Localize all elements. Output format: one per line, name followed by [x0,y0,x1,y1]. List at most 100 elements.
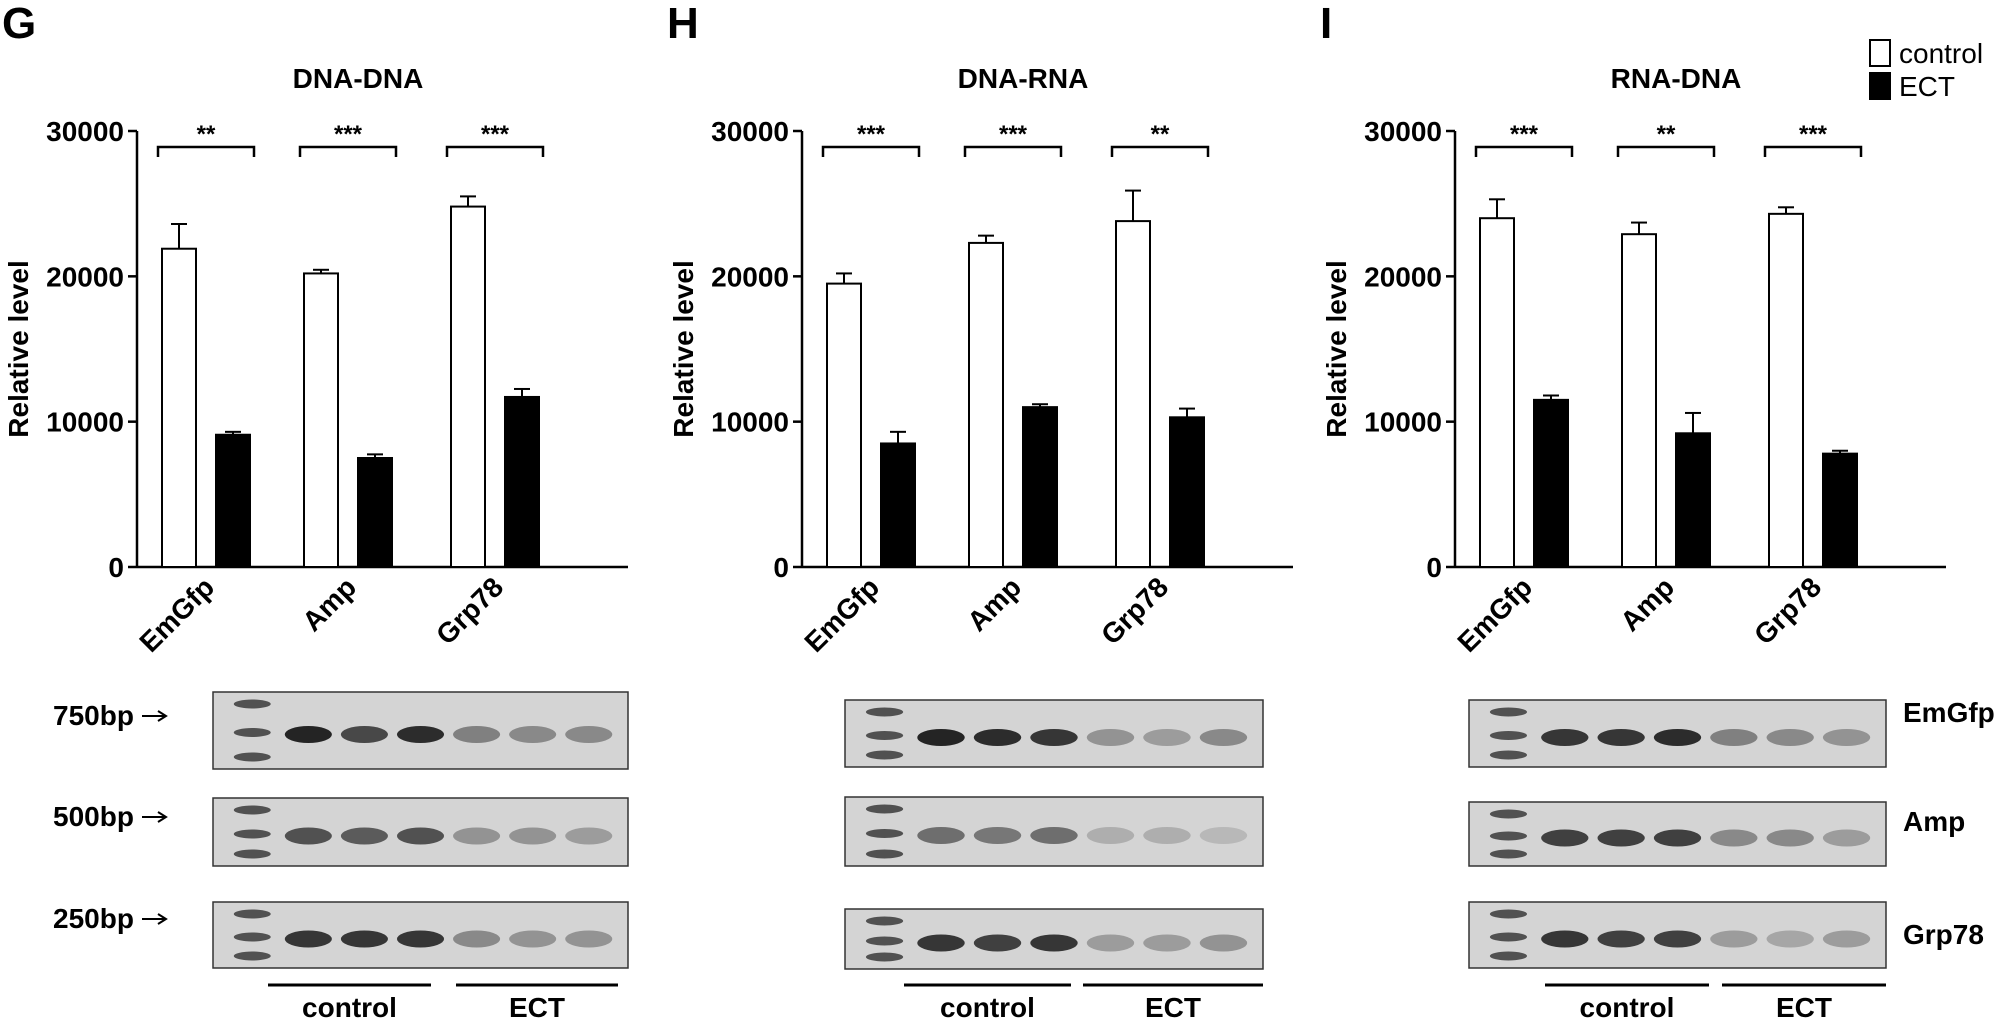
ladder-band [233,728,271,737]
gel-band [973,934,1022,952]
chart-panel-h: H DNA-RNA 0 10000 20000 30000 Relative level **… [667,0,1293,658]
significance-bracket [1763,145,1863,157]
chart-title: DNA-DNA [293,63,424,94]
gel-band [1766,930,1814,948]
ladder-band [233,849,271,859]
y-tick-label: 10000 [46,407,124,438]
gel-band [340,930,388,948]
bar-ect [880,442,916,569]
gel-image [1468,801,1887,867]
ladder-band [865,707,904,717]
bar-ect [215,433,251,568]
gel-band [509,930,557,948]
gel-band [1086,729,1135,746]
y-tick-label: 30000 [46,116,124,147]
gel-band [396,930,445,948]
ladder-band [1489,951,1528,961]
ladder-band [865,936,904,946]
significance-bracket [445,145,545,157]
y-tick-label: 0 [108,552,124,583]
y-tick-label: 20000 [1364,261,1442,292]
gel-band [973,729,1022,746]
gel-band [396,827,445,845]
x-tick-label: EmGfp [1451,571,1538,658]
gel-band [1199,827,1248,844]
chart-title: RNA-DNA [1611,63,1742,94]
gel-band [453,827,501,845]
gel-band [917,827,965,844]
gel-band [1541,829,1589,847]
gel-band [917,934,965,952]
gel-band [973,827,1022,844]
gel-group-labels: control ECT [268,983,618,1023]
bar-control [161,247,197,568]
x-tick-label: Amp [296,571,362,637]
bar-control [1479,217,1515,568]
significance-label: *** [1799,121,1828,148]
significance-bracket [963,145,1063,157]
significance-label: *** [999,121,1028,148]
gel-band [1597,829,1645,847]
significance-label: ** [1657,121,1676,148]
significance-bracket [298,145,398,157]
ladder-band [233,699,271,709]
significance-label: *** [1510,121,1539,148]
gel-band [396,726,445,743]
gel-band [1030,934,1078,952]
bar-control [826,282,862,568]
group-label-control: control [940,992,1035,1023]
group-label-ect: ECT [1776,992,1832,1023]
gel-band [1541,729,1589,746]
ladder-band [233,951,271,961]
y-tick-label: 20000 [711,261,789,292]
ladder-band [233,909,271,919]
gel-band [1143,934,1191,952]
legend-swatch-control [1869,39,1891,67]
significance-bracket [1110,145,1210,157]
gel-band [284,827,332,845]
panel-letter: H [667,0,699,48]
gel-band [1822,930,1871,948]
y-tick-label: 0 [1426,552,1442,583]
significance-label: *** [334,121,363,148]
significance-bracket [1616,145,1716,157]
gel-band [1766,829,1814,847]
ladder-band [1489,909,1528,919]
chart-panel-i: I RNA-DNA 0 10000 20000 30000 Relative level **… [1320,0,1946,658]
ladder-band [233,932,271,942]
gel-band [1822,729,1871,746]
ladder-band [865,731,904,740]
bar-control [303,272,339,568]
gel-band [1653,930,1702,948]
panel-letter: G [2,0,36,48]
significance-bracket [1474,145,1574,157]
ladder-band [1489,731,1528,740]
bar-control [968,241,1004,568]
ladder-band [865,829,904,838]
x-tick-label: Grp78 [1748,571,1827,650]
gel-band [340,726,388,743]
bar-ect [504,395,540,568]
x-tick-label: Grp78 [430,571,509,650]
gel-band [1822,829,1871,847]
ladder-band [1489,707,1528,717]
marker-arrowhead [157,913,168,925]
gel-band [1597,930,1645,948]
gel-band [1143,827,1191,844]
ladder-band [865,952,904,962]
gel-band [509,827,557,845]
bar-ect [357,457,393,568]
gel-band [1766,729,1814,746]
ladder-band [865,916,904,926]
significance-bracket [821,145,921,157]
y-tick-label: 30000 [1364,116,1442,147]
gel-band [453,726,501,743]
y-tick-label: 0 [773,552,789,583]
marker-arrowhead [157,710,168,722]
bar-ect [1822,452,1858,569]
gel-band [1199,729,1248,746]
significance-label: *** [481,121,510,148]
marker-text: 250bp [53,903,134,934]
ladder-band [865,849,904,859]
